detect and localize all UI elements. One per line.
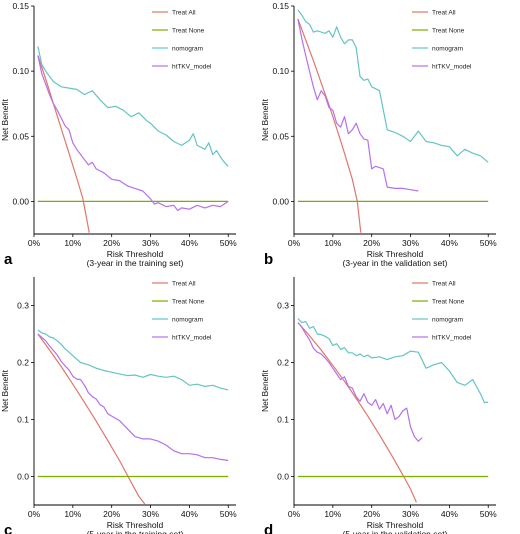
series-line-nomogram (297, 9, 489, 163)
x-tick-label: 0% (288, 238, 301, 248)
x-axis-subtitle: (5-year in the training set) (87, 529, 184, 534)
y-axis-label: Net Benefit (260, 98, 270, 141)
legend-label: Treat All (432, 280, 456, 287)
x-axis-label: Risk Threshold (107, 520, 164, 530)
x-tick-label: 10% (64, 238, 81, 248)
chart-panel-b: 0% 10% 20% 30% 40% 50% 0.00 0.05 0.10 0.15 Net Ben… (260, 1, 497, 268)
y-tick-label: 0.05 (12, 131, 29, 141)
chart-panel-d: 0% 10% 20% 30% 40% 50% 0.0 0.1 0.2 0.3 Net Benefit… (260, 277, 497, 534)
chart-panel-a: 0% 10% 20% 30% 40% 50% 0.00 0.05 0.10 0.15 Net Ben… (0, 1, 237, 268)
y-tick-label: 0.0 (17, 472, 29, 482)
x-tick-label: 20% (363, 509, 380, 519)
x-tick-label: 0% (28, 509, 41, 519)
x-tick-label: 50% (220, 509, 237, 519)
y-tick-label: 0.0 (277, 472, 289, 482)
legend-label: nomogram (172, 316, 203, 323)
x-tick-label: 30% (402, 238, 419, 248)
x-axis-subtitle: (3-year in the training set) (87, 258, 184, 268)
x-tick-label: 20% (363, 238, 380, 248)
x-tick-label: 20% (103, 238, 120, 248)
x-tick-label: 50% (220, 238, 237, 248)
legend-label: Treat None (172, 27, 205, 34)
y-tick-label: 0.3 (17, 301, 29, 311)
x-axis-label: Risk Threshold (367, 249, 424, 259)
x-tick-label: 50% (480, 509, 497, 519)
y-tick-label: 0.15 (272, 1, 289, 11)
legend-label: Treat All (172, 280, 196, 287)
panel-letter: a (4, 251, 13, 268)
legend-label: htTKV_model (172, 334, 212, 341)
series-line-httkv-model (297, 18, 419, 192)
x-tick-label: 40% (441, 238, 458, 248)
y-tick-label: 0.3 (277, 301, 289, 311)
series-line-httkv-model (37, 333, 229, 462)
series-line-httkv-model (37, 55, 229, 212)
legend-label: Treat None (432, 298, 465, 305)
legend-label: htTKV_model (432, 334, 472, 341)
y-tick-label: 0.05 (272, 131, 289, 141)
legend-label: htTKV_model (172, 63, 212, 70)
x-axis-label: Risk Threshold (367, 520, 424, 530)
x-tick-label: 10% (324, 509, 341, 519)
legend-label: nomogram (432, 316, 463, 323)
series-line-httkv-model (297, 322, 423, 442)
legend-label: nomogram (432, 45, 463, 52)
x-tick-label: 30% (402, 509, 419, 519)
x-tick-label: 0% (28, 238, 41, 248)
legend-label: Treat All (172, 9, 196, 16)
legend-label: htTKV_model (432, 63, 472, 70)
series-line-treat-all (297, 18, 362, 233)
x-tick-label: 40% (181, 238, 198, 248)
legend-label: Treat None (172, 298, 205, 305)
y-tick-label: 0.10 (12, 66, 29, 76)
y-tick-label: 0.1 (17, 415, 29, 425)
y-tick-label: 0.15 (12, 1, 29, 11)
x-tick-label: 40% (441, 509, 458, 519)
series-line-treat-all (37, 55, 90, 233)
x-tick-label: 10% (64, 509, 81, 519)
x-tick-label: 30% (142, 238, 159, 248)
y-axis-label: Net Benefit (0, 369, 10, 412)
series-line-nomogram (37, 329, 229, 391)
y-tick-label: 0.1 (277, 415, 289, 425)
series-line-nomogram (297, 318, 489, 403)
x-axis-subtitle: (3-year in the validation set) (343, 258, 448, 268)
y-axis-label: Net Benefit (0, 98, 10, 141)
y-tick-label: 0.00 (12, 196, 29, 206)
x-axis-label: Risk Threshold (107, 249, 164, 259)
legend-label: nomogram (172, 45, 203, 52)
x-tick-label: 50% (480, 238, 497, 248)
y-axis-label: Net Benefit (260, 369, 270, 412)
y-tick-label: 0.10 (272, 66, 289, 76)
y-tick-label: 0.2 (277, 358, 289, 368)
legend-label: Treat All (432, 9, 456, 16)
series-line-nomogram (37, 46, 229, 167)
legend-label: Treat None (432, 27, 465, 34)
x-tick-label: 10% (324, 238, 341, 248)
series-line-treat-all (37, 333, 146, 505)
y-tick-label: 0.2 (17, 358, 29, 368)
x-tick-label: 20% (103, 509, 120, 519)
panel-letter: d (264, 522, 273, 534)
series-line-treat-all (297, 322, 417, 503)
panel-letter: c (4, 522, 12, 534)
x-tick-label: 40% (181, 509, 198, 519)
panel-letter: b (264, 251, 273, 268)
x-tick-label: 0% (288, 509, 301, 519)
chart-panel-c: 0% 10% 20% 30% 40% 50% 0.0 0.1 0.2 0.3 Net Benefit… (0, 277, 237, 534)
x-axis-subtitle: (5-year in the validation set) (343, 529, 448, 534)
y-tick-label: 0.00 (272, 196, 289, 206)
x-tick-label: 30% (142, 509, 159, 519)
